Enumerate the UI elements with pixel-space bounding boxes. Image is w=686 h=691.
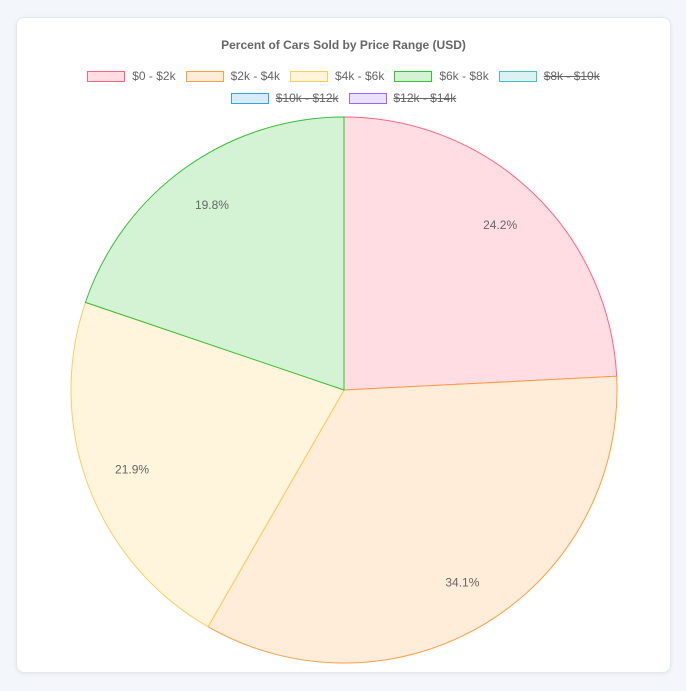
chart-legend: $0 - $2k $2k - $4k $4k - $6k $6k - $8k $… [17, 69, 670, 105]
legend-row-1: $0 - $2k $2k - $4k $4k - $6k $6k - $8k $… [17, 69, 670, 83]
pie-slice-2[interactable] [70, 301, 345, 628]
pie-slice-0[interactable] [343, 116, 618, 391]
legend-item-10k-12k[interactable]: $10k - $12k [230, 91, 339, 105]
legend-label: $10k - $12k [275, 91, 339, 105]
legend-row-2: $10k - $12k $12k - $14k [17, 91, 670, 105]
legend-label: $2k - $4k [230, 69, 280, 83]
legend-item-4k-6k[interactable]: $4k - $6k [289, 69, 385, 83]
legend-swatch [348, 92, 387, 104]
slice-label-1: 34.1% [445, 575, 479, 589]
legend-item-2k-4k[interactable]: $2k - $4k [185, 69, 280, 83]
legend-item-8k-10k[interactable]: $8k - $10k [498, 69, 600, 83]
pie-chart: 24.2% 34.1% 21.9% 19.8% [70, 116, 618, 664]
legend-swatch [185, 70, 224, 82]
slice-label-3: 19.8% [195, 198, 229, 212]
legend-swatch [87, 70, 126, 82]
legend-swatch [498, 70, 537, 82]
slice-label-2: 21.9% [115, 462, 149, 476]
legend-label: $12k - $14k [393, 91, 457, 105]
slice-label-0: 24.2% [483, 218, 517, 232]
legend-label: $4k - $6k [334, 69, 385, 83]
legend-label: $8k - $10k [543, 69, 600, 83]
legend-swatch [394, 70, 433, 82]
legend-label: $6k - $8k [439, 69, 489, 83]
legend-label: $0 - $2k [132, 69, 176, 83]
chart-card: Percent of Cars Sold by Price Range (USD… [16, 17, 671, 673]
legend-item-6k-8k[interactable]: $6k - $8k [394, 69, 489, 83]
chart-title: Percent of Cars Sold by Price Range (USD… [221, 38, 466, 52]
legend-item-0-2k[interactable]: $0 - $2k [87, 69, 176, 83]
pie-slice-1[interactable] [207, 375, 618, 664]
legend-item-12k-14k[interactable]: $12k - $14k [348, 91, 457, 105]
legend-swatch [289, 70, 328, 82]
pie-slice-3[interactable] [84, 116, 345, 391]
legend-swatch [230, 92, 269, 104]
